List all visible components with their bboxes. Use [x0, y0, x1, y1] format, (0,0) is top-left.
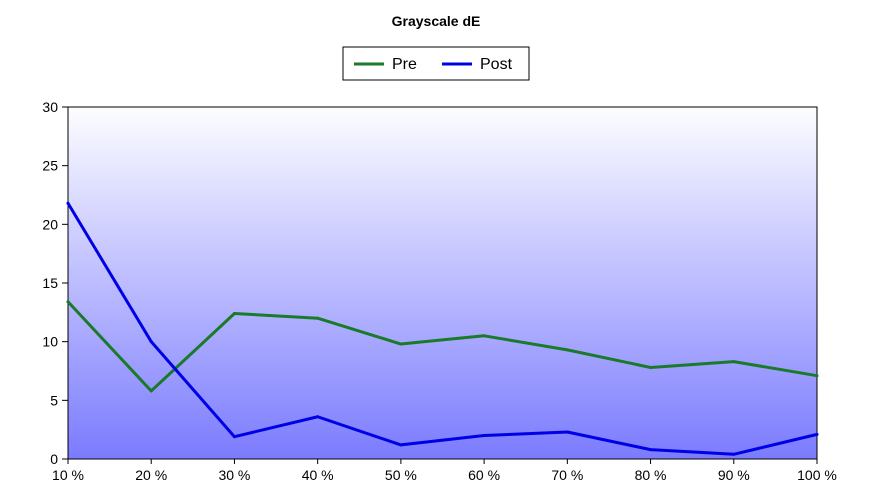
axes: 0 5 10 15 20 25 30 10 % 20 % 30 % 40 % 50 % 60 % 70 %…: [42, 99, 836, 483]
data-point-post: [149, 340, 153, 344]
data-point-pre: [815, 374, 819, 378]
x-tick-label: 90 %: [718, 467, 750, 483]
y-tick-label: 0: [50, 451, 58, 467]
data-point-post: [815, 432, 819, 436]
x-tick-label: 30 %: [218, 467, 250, 483]
x-tick-label: 60 %: [468, 467, 500, 483]
series-line-pre: [66, 300, 819, 393]
data-point-pre: [316, 316, 320, 320]
plot-area-background: [68, 107, 817, 459]
y-tick-label: 15: [42, 275, 58, 291]
x-tick-label: 100 %: [797, 467, 837, 483]
series-line-post: [66, 201, 819, 456]
y-tick-label: 20: [42, 216, 58, 232]
data-point-pre: [66, 300, 70, 304]
x-tick-label: 10 %: [52, 467, 84, 483]
legend-label-pre: Pre: [392, 56, 417, 73]
data-point-pre: [232, 312, 236, 316]
data-point-post: [232, 435, 236, 439]
data-point-post: [482, 434, 486, 438]
x-tick-label: 70 %: [551, 467, 583, 483]
data-point-pre: [149, 389, 153, 393]
data-point-pre: [732, 360, 736, 364]
y-tick-label: 5: [50, 392, 58, 408]
data-point-post: [399, 443, 403, 447]
data-point-post: [565, 430, 569, 434]
data-point-pre: [565, 348, 569, 352]
x-tick-label: 80 %: [635, 467, 667, 483]
data-point-post: [66, 201, 70, 205]
x-tick-label: 40 %: [302, 467, 334, 483]
legend-label-post: Post: [480, 56, 513, 73]
data-point-pre: [482, 334, 486, 338]
data-point-pre: [649, 365, 653, 369]
y-tick-label: 10: [42, 334, 58, 350]
y-tick-label: 25: [42, 158, 58, 174]
y-tick-label: 30: [42, 99, 58, 115]
data-point-pre: [399, 342, 403, 346]
data-point-post: [649, 448, 653, 452]
data-point-post: [316, 415, 320, 419]
x-tick-label: 20 %: [135, 467, 167, 483]
x-tick-label: 50 %: [385, 467, 417, 483]
data-point-post: [732, 452, 736, 456]
chart-title: Grayscale dE: [392, 13, 481, 29]
legend: Pre Post: [342, 46, 530, 81]
series-layer: [66, 201, 819, 456]
